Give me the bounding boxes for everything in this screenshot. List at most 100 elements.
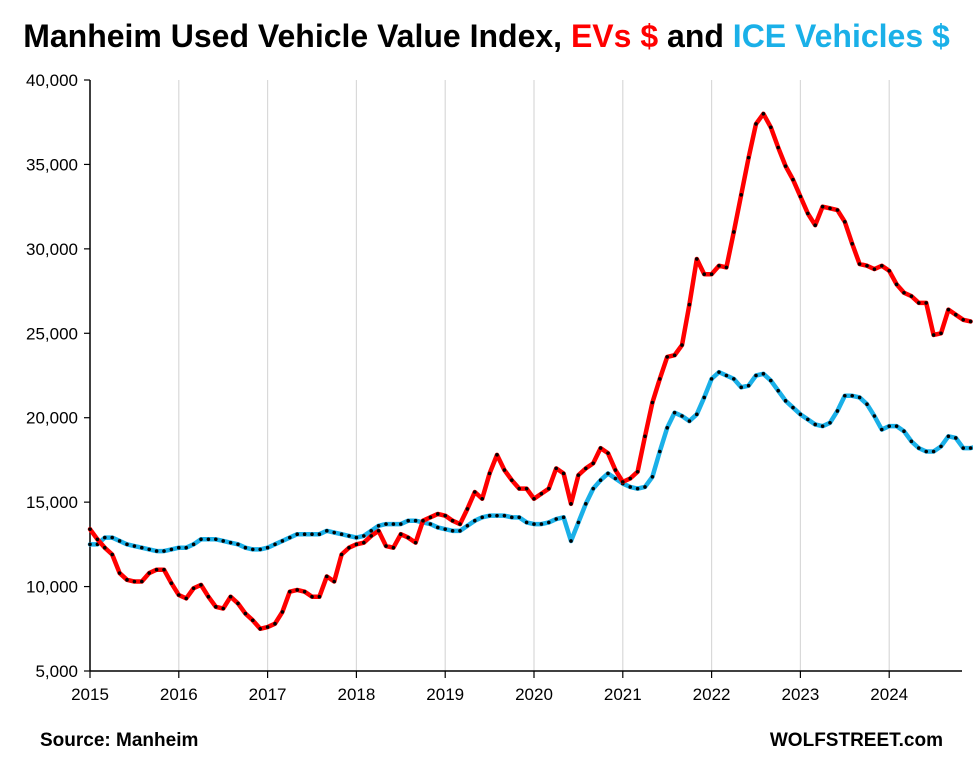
- x-tick-label: 2019: [426, 685, 464, 704]
- data-point-ice-vehicles: [687, 419, 692, 423]
- y-tick-label: 15,000: [26, 493, 78, 512]
- x-tick-label: 2020: [515, 685, 553, 704]
- data-point-ice-vehicles: [732, 377, 736, 381]
- y-tick-label: 10,000: [26, 578, 78, 597]
- data-point-evs: [495, 453, 499, 457]
- data-point-evs: [376, 529, 381, 533]
- data-point-evs: [169, 581, 174, 585]
- y-tick-label: 5,000: [35, 662, 78, 681]
- chart-title-main: Manheim Used Vehicle Value Index,: [23, 18, 571, 54]
- data-point-evs: [924, 301, 928, 305]
- data-point-ice-vehicles: [769, 378, 773, 383]
- data-point-ice-vehicles: [347, 534, 351, 538]
- data-point-evs: [968, 319, 973, 324]
- data-point-evs: [191, 586, 196, 591]
- data-point-evs: [724, 265, 729, 270]
- data-point-evs: [184, 596, 188, 601]
- data-point-evs: [354, 542, 359, 547]
- data-point-ice-vehicles: [539, 522, 544, 526]
- data-point-ice-vehicles: [502, 513, 507, 518]
- data-point-ice-vehicles: [576, 520, 581, 525]
- data-point-evs: [258, 626, 263, 631]
- data-point-ice-vehicles: [391, 522, 396, 526]
- data-point-ice-vehicles: [236, 542, 240, 547]
- data-point-ice-vehicles: [547, 520, 551, 525]
- data-point-ice-vehicles: [332, 530, 337, 535]
- data-point-evs: [177, 593, 181, 597]
- data-point-ice-vehicles: [302, 532, 307, 537]
- data-point-evs: [384, 544, 388, 548]
- data-point-ice-vehicles: [695, 412, 699, 417]
- data-point-ice-vehicles: [487, 513, 492, 518]
- data-point-ice-vehicles: [850, 393, 854, 398]
- data-point-ice-vehicles: [554, 517, 558, 521]
- data-point-ice-vehicles: [865, 402, 869, 407]
- x-tick-label: 2015: [71, 685, 109, 704]
- data-point-ice-vehicles: [939, 444, 943, 449]
- data-point-evs: [702, 272, 706, 276]
- data-point-evs: [465, 507, 470, 511]
- x-tick-label: 2023: [781, 685, 819, 704]
- data-point-evs: [783, 164, 788, 168]
- data-point-ice-vehicles: [125, 542, 129, 547]
- data-point-ice-vehicles: [362, 534, 366, 538]
- data-point-evs: [635, 469, 640, 474]
- data-point-ice-vehicles: [140, 545, 144, 550]
- data-point-ice-vehicles: [480, 515, 485, 520]
- data-point-evs: [421, 518, 425, 523]
- data-point-ice-vehicles: [880, 427, 884, 432]
- data-point-ice-vehicles: [635, 486, 640, 491]
- data-point-ice-vehicles: [177, 545, 181, 550]
- data-point-ice-vehicles: [265, 545, 270, 550]
- data-point-ice-vehicles: [584, 502, 588, 506]
- data-point-evs: [236, 601, 240, 606]
- data-point-evs: [487, 471, 492, 476]
- data-point-ice-vehicles: [820, 424, 825, 428]
- data-point-evs: [369, 534, 374, 538]
- data-point-ice-vehicles: [917, 446, 921, 450]
- y-tick-label: 40,000: [26, 71, 78, 90]
- data-point-ice-vehicles: [450, 529, 455, 533]
- data-point-evs: [946, 307, 951, 312]
- data-point-ice-vehicles: [746, 383, 751, 388]
- data-point-evs: [502, 468, 507, 472]
- data-point-evs: [894, 282, 899, 287]
- data-point-ice-vehicles: [273, 542, 277, 547]
- data-point-ice-vehicles: [931, 449, 936, 454]
- data-point-ice-vehicles: [258, 547, 263, 552]
- data-point-evs: [428, 515, 433, 520]
- data-point-evs: [554, 466, 558, 471]
- data-point-ice-vehicles: [968, 446, 973, 450]
- data-point-ice-vehicles: [524, 520, 529, 525]
- data-point-evs: [88, 527, 92, 531]
- data-point-ice-vehicles: [783, 399, 788, 403]
- y-tick-label: 20,000: [26, 409, 78, 428]
- data-point-evs: [857, 262, 862, 266]
- data-point-evs: [613, 468, 618, 472]
- data-point-ice-vehicles: [243, 545, 248, 550]
- data-point-evs: [295, 588, 300, 592]
- data-point-ice-vehicles: [672, 410, 677, 415]
- data-point-evs: [561, 471, 566, 476]
- data-point-evs: [902, 290, 906, 295]
- data-point-evs: [598, 446, 603, 450]
- data-point-evs: [362, 540, 366, 545]
- data-point-ice-vehicles: [724, 373, 729, 378]
- data-point-ice-vehicles: [680, 414, 684, 418]
- data-point-ice-vehicles: [117, 539, 122, 543]
- data-point-evs: [265, 625, 270, 629]
- data-point-ice-vehicles: [465, 523, 470, 528]
- data-point-ice-vehicles: [169, 547, 174, 552]
- data-point-evs: [206, 594, 211, 599]
- data-point-evs: [739, 193, 743, 197]
- data-point-evs: [872, 267, 877, 271]
- data-point-evs: [132, 579, 137, 584]
- data-point-evs: [302, 589, 307, 594]
- data-point-evs: [332, 579, 337, 584]
- data-point-ice-vehicles: [643, 485, 647, 489]
- data-point-evs: [147, 571, 151, 575]
- data-point-evs: [880, 263, 884, 268]
- data-point-ice-vehicles: [754, 373, 758, 378]
- data-point-ice-vehicles: [665, 426, 669, 430]
- data-point-ice-vehicles: [288, 535, 292, 540]
